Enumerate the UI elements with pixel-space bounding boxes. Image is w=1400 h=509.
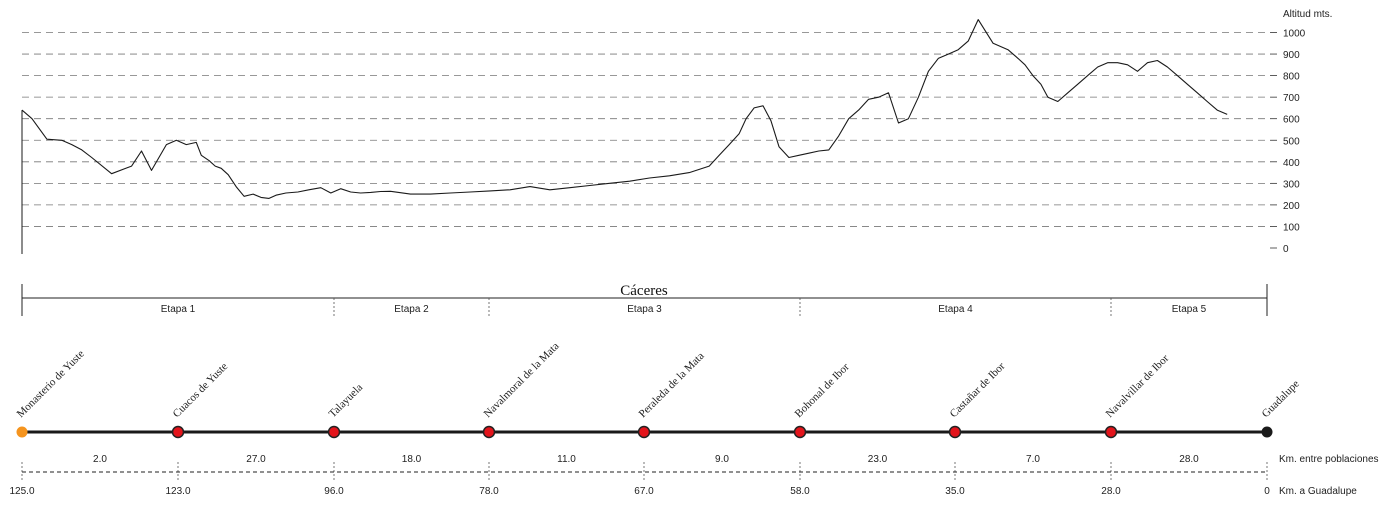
segment-distance: 9.0 — [715, 454, 729, 465]
y-tick-label: 700 — [1283, 93, 1300, 104]
km-to-guadalupe: 125.0 — [9, 486, 34, 497]
region-label: Cáceres — [620, 283, 668, 299]
town-marker — [1104, 425, 1118, 439]
altitude-line — [21, 19, 1228, 199]
elevation-profile — [21, 19, 1228, 254]
km-to-guadalupe: 96.0 — [324, 486, 344, 497]
y-tick-label: 0 — [1283, 244, 1289, 255]
segment-distance: 7.0 — [1026, 454, 1040, 465]
km-to-guadalupe: 67.0 — [634, 486, 654, 497]
town-name: Navalvillar de Ibor — [1104, 352, 1172, 420]
y-tick-label: 200 — [1283, 201, 1300, 212]
stage-label: Etapa 5 — [1172, 304, 1207, 315]
y-tick-label: 500 — [1283, 136, 1300, 147]
y-tick-label: 600 — [1283, 115, 1300, 126]
stage-label: Etapa 2 — [394, 304, 429, 315]
stage-label: Etapa 4 — [938, 304, 973, 315]
y-tick-label: 800 — [1283, 72, 1300, 83]
town-marker — [171, 425, 185, 439]
town-name: Peraleda de la Mata — [637, 350, 707, 420]
stage-label: Etapa 3 — [627, 304, 662, 315]
km-to-guadalupe: 123.0 — [165, 486, 190, 497]
altitude-axis-label: Altitud mts. — [1283, 9, 1332, 20]
segment-distance: 2.0 — [93, 454, 107, 465]
distance-table: Km. entre poblaciones Km. a Guadalupe 2.… — [9, 454, 1378, 497]
region-bracket: Cáceres — [21, 283, 1268, 316]
town-marker — [948, 425, 962, 439]
town-marker — [16, 426, 28, 438]
town-name: Talayuela — [327, 381, 366, 420]
segment-distance: 27.0 — [246, 454, 266, 465]
y-tick-label: 300 — [1283, 179, 1300, 190]
y-tick-label: 1000 — [1283, 29, 1306, 40]
town-name: Bohonal de Ibor — [793, 361, 852, 420]
town-name: Castañar de Ibor — [948, 360, 1008, 420]
legend-km-to-guadalupe: Km. a Guadalupe — [1279, 486, 1357, 497]
town-name: Cuacos de Yuste — [171, 360, 231, 420]
km-to-guadalupe: 0 — [1264, 486, 1270, 497]
stage-label: Etapa 1 — [161, 304, 196, 315]
altitude-gridlines — [22, 32, 1267, 227]
segment-distance: 23.0 — [868, 454, 888, 465]
y-tick-label: 100 — [1283, 222, 1300, 233]
town-marker — [1261, 426, 1273, 438]
legend-segment-distance: Km. entre poblaciones — [1279, 454, 1379, 465]
km-to-guadalupe: 58.0 — [790, 486, 810, 497]
town-name: Navalmoral de la Mata — [482, 340, 562, 420]
town-marker — [793, 425, 807, 439]
altitude-axis: Altitud mts. 100090080070060050040030020… — [1270, 9, 1332, 255]
town-marker — [482, 425, 496, 439]
segment-distance: 11.0 — [557, 454, 576, 465]
y-tick-label: 400 — [1283, 158, 1300, 169]
segment-distance: 28.0 — [1179, 454, 1199, 465]
km-to-guadalupe: 35.0 — [945, 486, 965, 497]
km-to-guadalupe: 28.0 — [1101, 486, 1121, 497]
route-line: Monasterio de Yuste Cuacos de Yuste Talayu… — [15, 340, 1302, 439]
segment-distance: 18.0 — [402, 454, 422, 465]
stage-bar: Etapa 1 Etapa 2 Etapa 3 Etapa 4 Etapa 5 — [161, 298, 1207, 318]
km-to-guadalupe: 78.0 — [479, 486, 499, 497]
y-tick-label: 900 — [1283, 50, 1300, 61]
town-marker — [327, 425, 341, 439]
town-name: Guadalupe — [1260, 378, 1302, 420]
town-marker — [637, 425, 651, 439]
town-name: Monasterio de Yuste — [15, 348, 87, 420]
